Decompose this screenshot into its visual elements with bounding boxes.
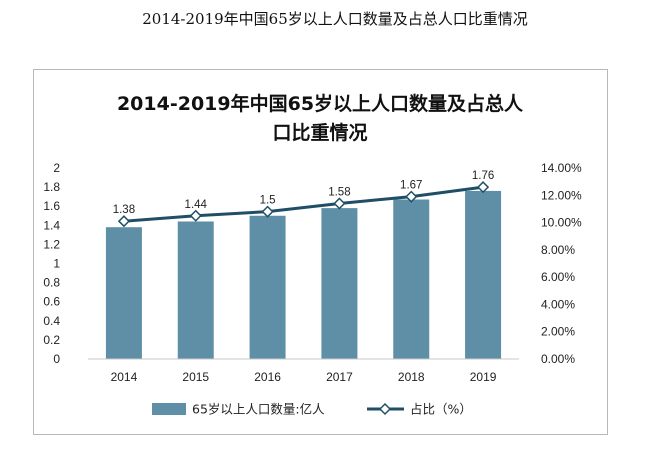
x-tick-label: 2018 [398,370,425,384]
legend-line-label: 占比（%） [410,402,472,417]
x-tick-label: 2017 [326,370,353,384]
y-left-tick-label: 1.8 [43,180,60,194]
y-right-tick-label: 2.00% [541,325,575,339]
y-left-tick-label: 2 [53,161,60,175]
x-tick-label: 2014 [111,370,138,384]
y-left-tick-label: 1.4 [43,218,60,232]
bar [105,227,142,359]
line-point-marker [189,209,202,222]
data-label: 1.5 [260,195,276,207]
y-left-tick-label: 0.8 [43,276,60,290]
bar [393,199,430,359]
line-point-marker [333,197,346,210]
y-right-tick-label: 12.00% [541,188,582,202]
chart-title-line: 2014-2019年中国65岁以上人口数量及占总人 [117,92,524,115]
data-label: 1.58 [328,186,350,198]
x-tick-label: 2016 [254,370,281,384]
y-right-tick-label: 6.00% [541,270,575,284]
y-right-tick-label: 0.00% [541,352,575,366]
data-label: 1.44 [185,199,208,211]
x-tick-label: 2015 [182,370,209,384]
data-label: 1.67 [400,180,422,192]
bar [465,190,502,359]
percentage-line [123,185,484,223]
x-tick-label: 2019 [470,370,497,384]
legend-bar-swatch [152,403,186,415]
y-right-tick-label: 10.00% [541,216,582,230]
line-point-marker [117,215,130,228]
y-left-tick-label: 1 [53,257,60,271]
y-left-tick-label: 0.4 [43,314,60,328]
y-right-tick-label: 14.00% [541,161,582,175]
y-right-tick-label: 4.00% [541,297,575,311]
y-right-tick-label: 8.00% [541,243,575,257]
line-point-marker [261,205,274,218]
chart-svg: 2014-2019年中国65岁以上人口数量及占总人口比重情况 0 0.2 0.4 0.6… [43,92,582,417]
legend-line-marker [378,402,392,416]
y-left-tick-label: 1.2 [43,237,60,251]
y-left-tick-label: 0.2 [43,333,60,347]
page-title: 2014-2019年中国65岁以上人口数量及占总人口比重情况 [142,10,528,28]
data-label: 1.38 [113,204,135,216]
y-left-tick-label: 0 [53,352,60,366]
chart-frame: 2014-2019年中国65岁以上人口数量及占总人 口比重情况 0 0.2 0.4 0.6… [33,69,608,435]
data-label: 1.76 [472,170,494,182]
bar [249,215,286,359]
y-left-tick-label: 0.6 [43,295,60,309]
bar [177,221,214,359]
line-point-marker [477,181,490,194]
legend-bar-label: 65岁以上人口数量:亿人 [192,402,325,417]
bar [321,208,358,359]
y-left-tick-label: 1.6 [43,199,60,213]
chart-title-line: 口比重情况 [272,121,367,144]
line-point-marker [405,190,418,203]
